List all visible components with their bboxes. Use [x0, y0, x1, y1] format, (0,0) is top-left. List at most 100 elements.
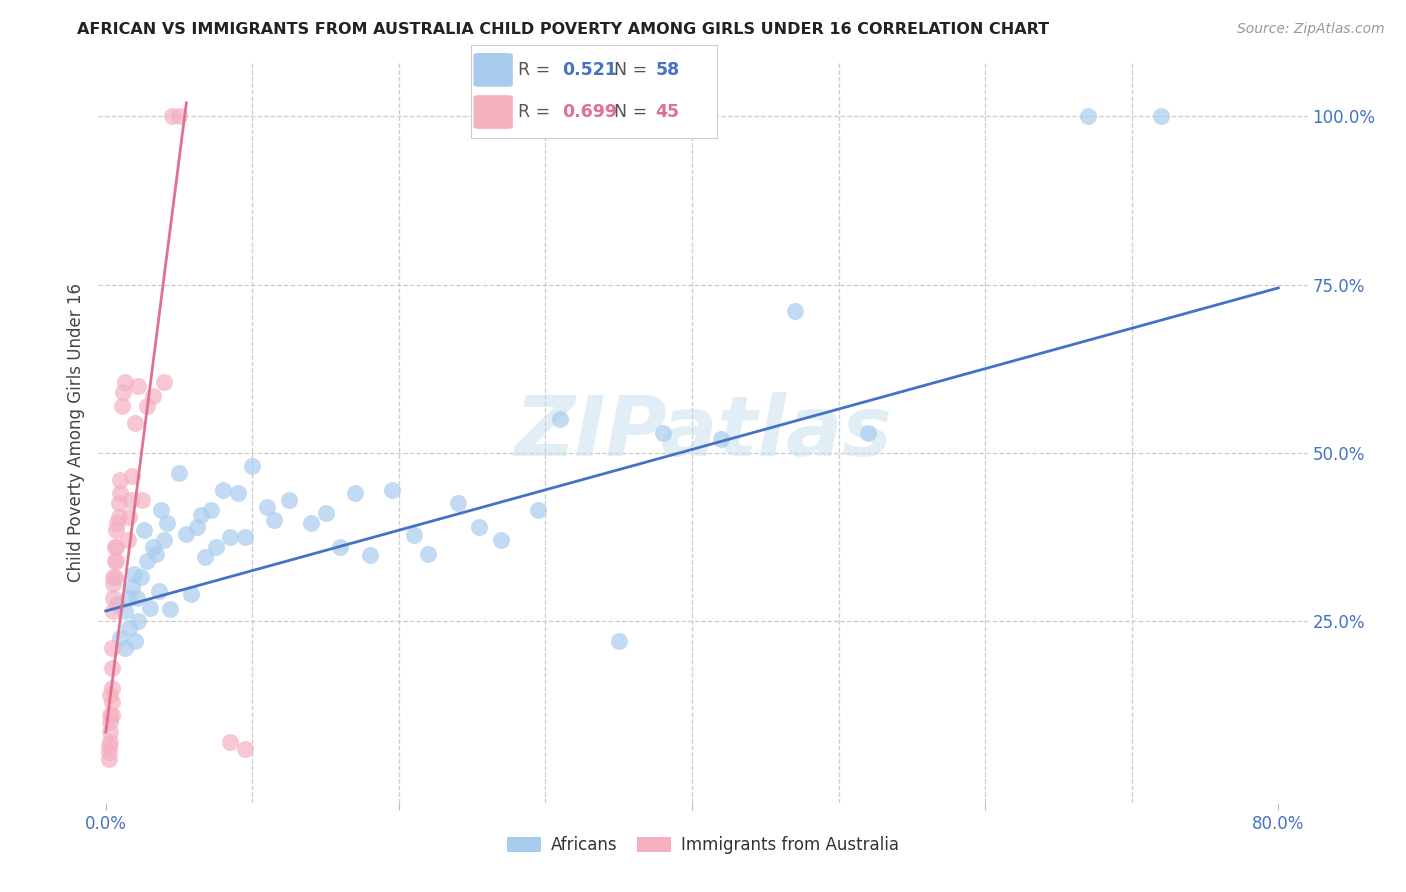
Point [1077, 109, 1099, 123]
Point [263, 513, 285, 527]
Point [101, 591, 124, 605]
Point [200, 503, 222, 517]
Point [402, 528, 425, 542]
Text: 45: 45 [655, 103, 679, 121]
Point [418, 547, 440, 561]
Point [111, 399, 134, 413]
Point [100, 661, 122, 675]
Point [105, 540, 128, 554]
Point [607, 634, 630, 648]
Point [142, 540, 165, 554]
Point [127, 378, 149, 392]
Point [105, 553, 128, 567]
Point [278, 492, 301, 507]
Point [329, 540, 352, 554]
Point [110, 473, 132, 487]
Point [114, 604, 136, 618]
Point [101, 604, 124, 618]
Point [527, 503, 550, 517]
Point [491, 533, 513, 548]
Point [97, 745, 120, 759]
FancyBboxPatch shape [474, 53, 513, 87]
Point [98, 708, 121, 723]
Point [710, 433, 733, 447]
Point [122, 566, 145, 581]
Point [315, 507, 337, 521]
Point [783, 304, 806, 318]
Point [114, 375, 136, 389]
Point [156, 516, 179, 531]
Point [132, 523, 155, 537]
Point [180, 587, 202, 601]
Point [127, 614, 149, 628]
Point [219, 530, 242, 544]
Point [150, 503, 173, 517]
Text: N =: N = [614, 61, 652, 78]
Point [138, 600, 160, 615]
Point [167, 109, 190, 123]
Point [108, 509, 131, 524]
Point [97, 752, 120, 766]
Point [446, 496, 468, 510]
Point [117, 533, 139, 548]
Point [100, 640, 122, 655]
Point [121, 581, 143, 595]
Point [204, 540, 226, 554]
Point [129, 570, 152, 584]
Point [100, 695, 122, 709]
Point [226, 486, 249, 500]
Point [176, 526, 198, 541]
Point [112, 385, 135, 400]
Point [160, 109, 183, 123]
Point [103, 540, 125, 554]
Point [153, 375, 176, 389]
Legend: Africans, Immigrants from Australia: Africans, Immigrants from Australia [501, 830, 905, 861]
Point [100, 708, 122, 723]
Point [142, 389, 165, 403]
Point [124, 416, 146, 430]
Point [135, 399, 157, 413]
Point [194, 550, 217, 565]
Point [98, 688, 121, 702]
Point [153, 533, 176, 548]
Point [108, 496, 131, 510]
Point [548, 412, 571, 426]
Point [240, 459, 263, 474]
Text: ZIPatlas: ZIPatlas [515, 392, 891, 473]
Point [135, 553, 157, 567]
Point [101, 577, 124, 591]
Point [124, 634, 146, 648]
Text: R =: R = [517, 61, 555, 78]
Text: Source: ZipAtlas.com: Source: ZipAtlas.com [1237, 22, 1385, 37]
Point [98, 735, 121, 749]
Text: N =: N = [614, 103, 652, 121]
Point [1150, 109, 1173, 123]
Point [190, 508, 212, 522]
Point [359, 548, 381, 562]
Point [118, 509, 141, 524]
Point [219, 735, 242, 749]
Point [101, 570, 124, 584]
Point [98, 725, 121, 739]
Point [233, 530, 256, 544]
Point [145, 547, 167, 561]
Point [100, 681, 122, 696]
Point [120, 492, 142, 507]
Point [110, 486, 132, 500]
Text: 58: 58 [655, 61, 679, 78]
FancyBboxPatch shape [474, 95, 513, 129]
Point [148, 583, 170, 598]
Text: R =: R = [517, 103, 555, 121]
Point [117, 591, 139, 605]
Point [103, 553, 125, 567]
Point [107, 516, 129, 531]
Point [110, 631, 132, 645]
Point [107, 597, 129, 611]
Point [212, 483, 235, 497]
Point [114, 640, 136, 655]
Point [343, 486, 366, 500]
Point [121, 469, 143, 483]
Point [125, 591, 148, 605]
Point [186, 520, 208, 534]
Point [131, 492, 153, 507]
